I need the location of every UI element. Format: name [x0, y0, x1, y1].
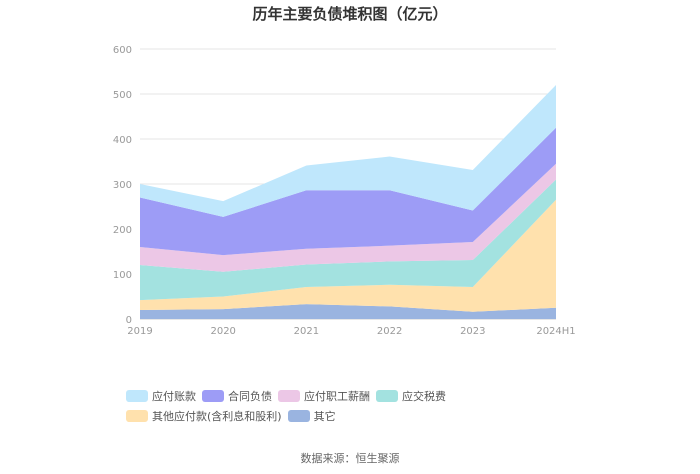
- area-series: [140, 199, 556, 312]
- legend-item[interactable]: 应付职工薪酬: [278, 389, 370, 403]
- y-tick-label: 300: [113, 180, 132, 191]
- x-tick-label: 2024H1: [536, 326, 575, 337]
- area-series: [140, 163, 556, 272]
- legend-item[interactable]: 应交税费: [376, 389, 446, 403]
- legend-swatch: [202, 390, 224, 402]
- legend-label: 其他应付款(含利息和股利): [152, 410, 282, 423]
- x-tick-label: 2021: [294, 326, 319, 337]
- legend-item[interactable]: 应付账款: [126, 389, 196, 403]
- x-tick-label: 2022: [377, 326, 402, 337]
- legend-label: 应付职工薪酬: [304, 390, 370, 403]
- x-tick-label: 2020: [210, 326, 235, 337]
- y-tick-label: 100: [113, 270, 132, 281]
- chart-title: 历年主要负债堆积图（亿元）: [252, 5, 448, 23]
- legend-item[interactable]: 其它: [287, 409, 336, 423]
- y-tick-label: 400: [113, 135, 132, 146]
- data-source-note: 数据来源：恒生聚源: [300, 452, 400, 465]
- area-layer: [140, 85, 556, 319]
- legend-item[interactable]: 合同负债: [202, 389, 272, 403]
- y-tick-label: 200: [113, 225, 132, 236]
- area-series: [140, 127, 556, 256]
- legend-swatch: [126, 390, 148, 402]
- legend-swatch: [287, 410, 310, 422]
- y-tick-label: 500: [113, 90, 132, 101]
- x-tick-label: 2023: [460, 326, 485, 337]
- area-series: [140, 179, 556, 301]
- legend-swatch: [376, 390, 398, 402]
- legend-item[interactable]: 其他应付款(含利息和股利): [126, 409, 282, 423]
- y-tick-label: 600: [113, 45, 132, 56]
- y-tick-label: 0: [126, 315, 132, 326]
- area-series: [140, 304, 556, 319]
- legend-swatch: [126, 410, 148, 422]
- legend-label: 应付账款: [152, 390, 196, 403]
- axis-layer: 0 100 200 300 400 500 600 2019 2020 2021 2022 2023 2…: [113, 45, 576, 337]
- legend-label: 应交税费: [402, 390, 446, 403]
- legend-label: 其它: [313, 410, 336, 423]
- legend: 应付账款 合同负债 应付职工薪酬 应交税费其他应付款(含利息和股利) 其它: [126, 389, 596, 429]
- legend-swatch: [278, 390, 300, 402]
- x-tick-label: 2019: [127, 326, 152, 337]
- legend-label: 合同负债: [228, 390, 272, 403]
- area-series: [140, 85, 556, 217]
